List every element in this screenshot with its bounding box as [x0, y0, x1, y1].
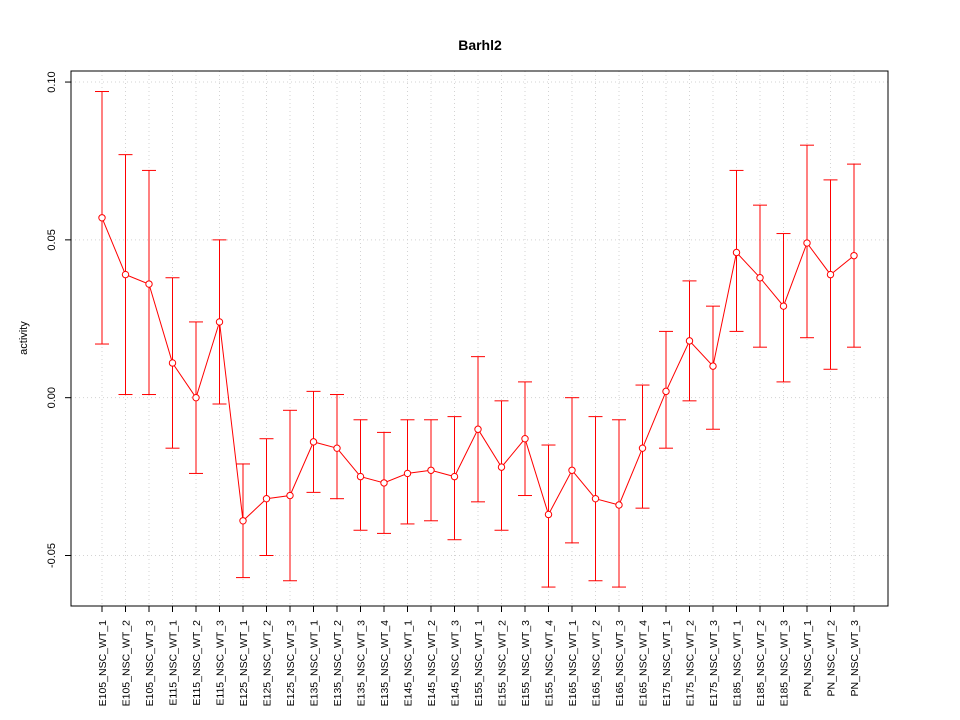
- x-tick-label: E135_NSC_WT_1: [309, 620, 321, 707]
- grid: [71, 71, 888, 606]
- x-tick-label: E145_NSC_WT_1: [403, 620, 415, 707]
- x-tick-label: E135_NSC_WT_2: [332, 620, 344, 707]
- x-tick-label: E165_NSC_WT_3: [614, 620, 626, 707]
- data-point: [756, 274, 764, 282]
- x-tick-label: E115_NSC_WT_1: [168, 620, 180, 706]
- x-tick-label: E175_NSC_WT_3: [708, 620, 720, 707]
- x-tick-label: E185_NSC_WT_2: [755, 620, 767, 707]
- data-point: [427, 466, 435, 474]
- x-tick-label: E135_NSC_WT_3: [356, 620, 368, 707]
- data-point: [380, 479, 388, 487]
- data-point: [356, 472, 365, 481]
- data-point: [98, 214, 106, 222]
- x-tick-label: E145_NSC_WT_2: [426, 620, 438, 707]
- x-tick-label: E115_NSC_WT_3: [215, 620, 227, 706]
- x-tick-label: E175_NSC_WT_2: [685, 620, 697, 707]
- data-point: [615, 501, 623, 509]
- data-point: [215, 318, 224, 326]
- data-point: [168, 359, 177, 367]
- data-point: [309, 438, 318, 446]
- y-tick-label: -0.05: [46, 543, 58, 568]
- x-tick-label: E165_NSC_WT_4: [638, 620, 650, 707]
- x-tick-label: E155_NSC_WT_2: [497, 620, 509, 707]
- data-point: [732, 248, 741, 257]
- x-tick-label: E105_NSC_WT_1: [97, 620, 109, 707]
- data-point: [286, 491, 294, 500]
- data-point: [333, 444, 341, 452]
- data-point: [685, 337, 694, 345]
- plot-frame: [70, 70, 889, 607]
- data-point: [239, 517, 247, 525]
- x-tick-label: PN_NSC_WT_1: [802, 620, 814, 697]
- data-points: [95, 91, 861, 588]
- x-tick-label: E115_NSC_WT_2: [191, 620, 203, 706]
- x-tick-label: E135_NSC_WT_4: [379, 620, 391, 707]
- data-point: [403, 469, 412, 478]
- data-point: [121, 270, 130, 279]
- x-tick-label: E125_NSC_WT_3: [285, 620, 297, 707]
- x-tick-label: E185_NSC_WT_1: [732, 620, 744, 707]
- x-tick-label: E155_NSC_WT_1: [473, 620, 485, 707]
- x-tick-label: E175_NSC_WT_1: [661, 620, 673, 707]
- x-tick-label: E125_NSC_WT_2: [262, 620, 274, 707]
- x-tick-label: E155_NSC_WT_4: [544, 620, 556, 707]
- y-axis: -0.05 0.00 0.05 0.10: [46, 71, 71, 568]
- x-axis: E105_NSC_WT_1 E105_NSC_WT_2 E105_NSC_WT_3 E…: [97, 606, 861, 706]
- x-tick-label: E165_NSC_WT_2: [591, 620, 603, 707]
- data-point: [850, 251, 858, 260]
- x-tick-label: E105_NSC_WT_3: [144, 620, 156, 707]
- x-tick-label: E125_NSC_WT_1: [238, 620, 250, 707]
- x-tick-label: PN_NSC_WT_2: [826, 620, 838, 697]
- data-point: [497, 463, 506, 471]
- x-tick-label: PN_NSC_WT_3: [849, 620, 861, 697]
- data-point: [145, 280, 153, 288]
- data-point: [544, 510, 553, 519]
- data-point: [450, 472, 459, 481]
- x-tick-label: E185_NSC_WT_3: [779, 620, 791, 707]
- x-tick-label: E165_NSC_WT_1: [567, 620, 579, 707]
- x-tick-label: E145_NSC_WT_3: [450, 620, 462, 707]
- data-point: [779, 302, 788, 310]
- y-tick-label: 0.05: [46, 229, 58, 250]
- data-point: [262, 494, 271, 503]
- data-point: [826, 270, 835, 279]
- chart-title: Barhl2: [458, 37, 502, 53]
- data-point: [803, 239, 811, 247]
- data-point: [521, 435, 529, 443]
- data-point: [709, 362, 717, 370]
- data-point: [192, 393, 200, 402]
- data-point: [591, 494, 600, 503]
- data-point: [638, 444, 647, 452]
- x-tick-label: E155_NSC_WT_3: [520, 620, 532, 707]
- data-point: [662, 387, 670, 396]
- x-tick-label: E105_NSC_WT_2: [121, 620, 133, 707]
- data-point: [474, 425, 482, 433]
- y-axis-label: activity: [18, 321, 30, 355]
- data-point: [568, 466, 576, 474]
- y-tick-label: 0.00: [46, 387, 58, 408]
- y-tick-label: 0.10: [46, 71, 58, 92]
